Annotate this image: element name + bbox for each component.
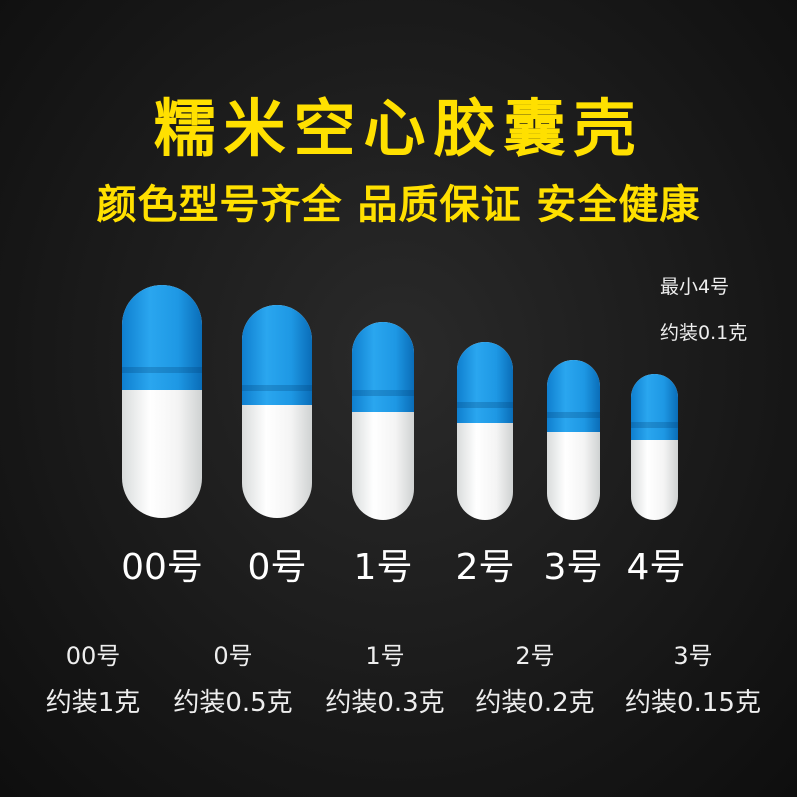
weight-value: 约装0.2克 (475, 688, 595, 718)
weight-size: 2号 (515, 642, 555, 670)
smallest-weight-note: 约装0.1克 (660, 322, 748, 344)
weight-size: 0号 (213, 642, 253, 670)
weight-size: 3号 (673, 642, 713, 670)
subtitle: 颜色型号齐全 品质保证 安全健康 (96, 182, 701, 228)
smallest-size-note: 最小4号 (660, 276, 730, 298)
capsule-1 (352, 322, 414, 520)
capsule-3 (547, 360, 600, 520)
capsule-label: 00号 (121, 547, 203, 588)
capsule-label: 2号 (455, 547, 515, 588)
weight-size: 00号 (65, 642, 121, 670)
weight-value: 约装1克 (45, 688, 141, 718)
weight-value: 约装0.3克 (325, 688, 445, 718)
weight-value: 约装0.5克 (173, 688, 293, 718)
capsule-0 (242, 305, 312, 518)
capsule-2 (457, 342, 513, 520)
capsule-label: 1号 (353, 547, 413, 588)
weight-value: 约装0.15克 (625, 688, 761, 718)
capsule-label: 4号 (626, 547, 686, 588)
capsule-label: 3号 (543, 547, 603, 588)
capsule-label: 0号 (247, 547, 307, 588)
title: 糯米空心胶囊壳 (153, 92, 644, 165)
weight-size: 1号 (365, 642, 405, 670)
capsule-00 (122, 285, 202, 518)
capsule-4 (631, 374, 678, 520)
